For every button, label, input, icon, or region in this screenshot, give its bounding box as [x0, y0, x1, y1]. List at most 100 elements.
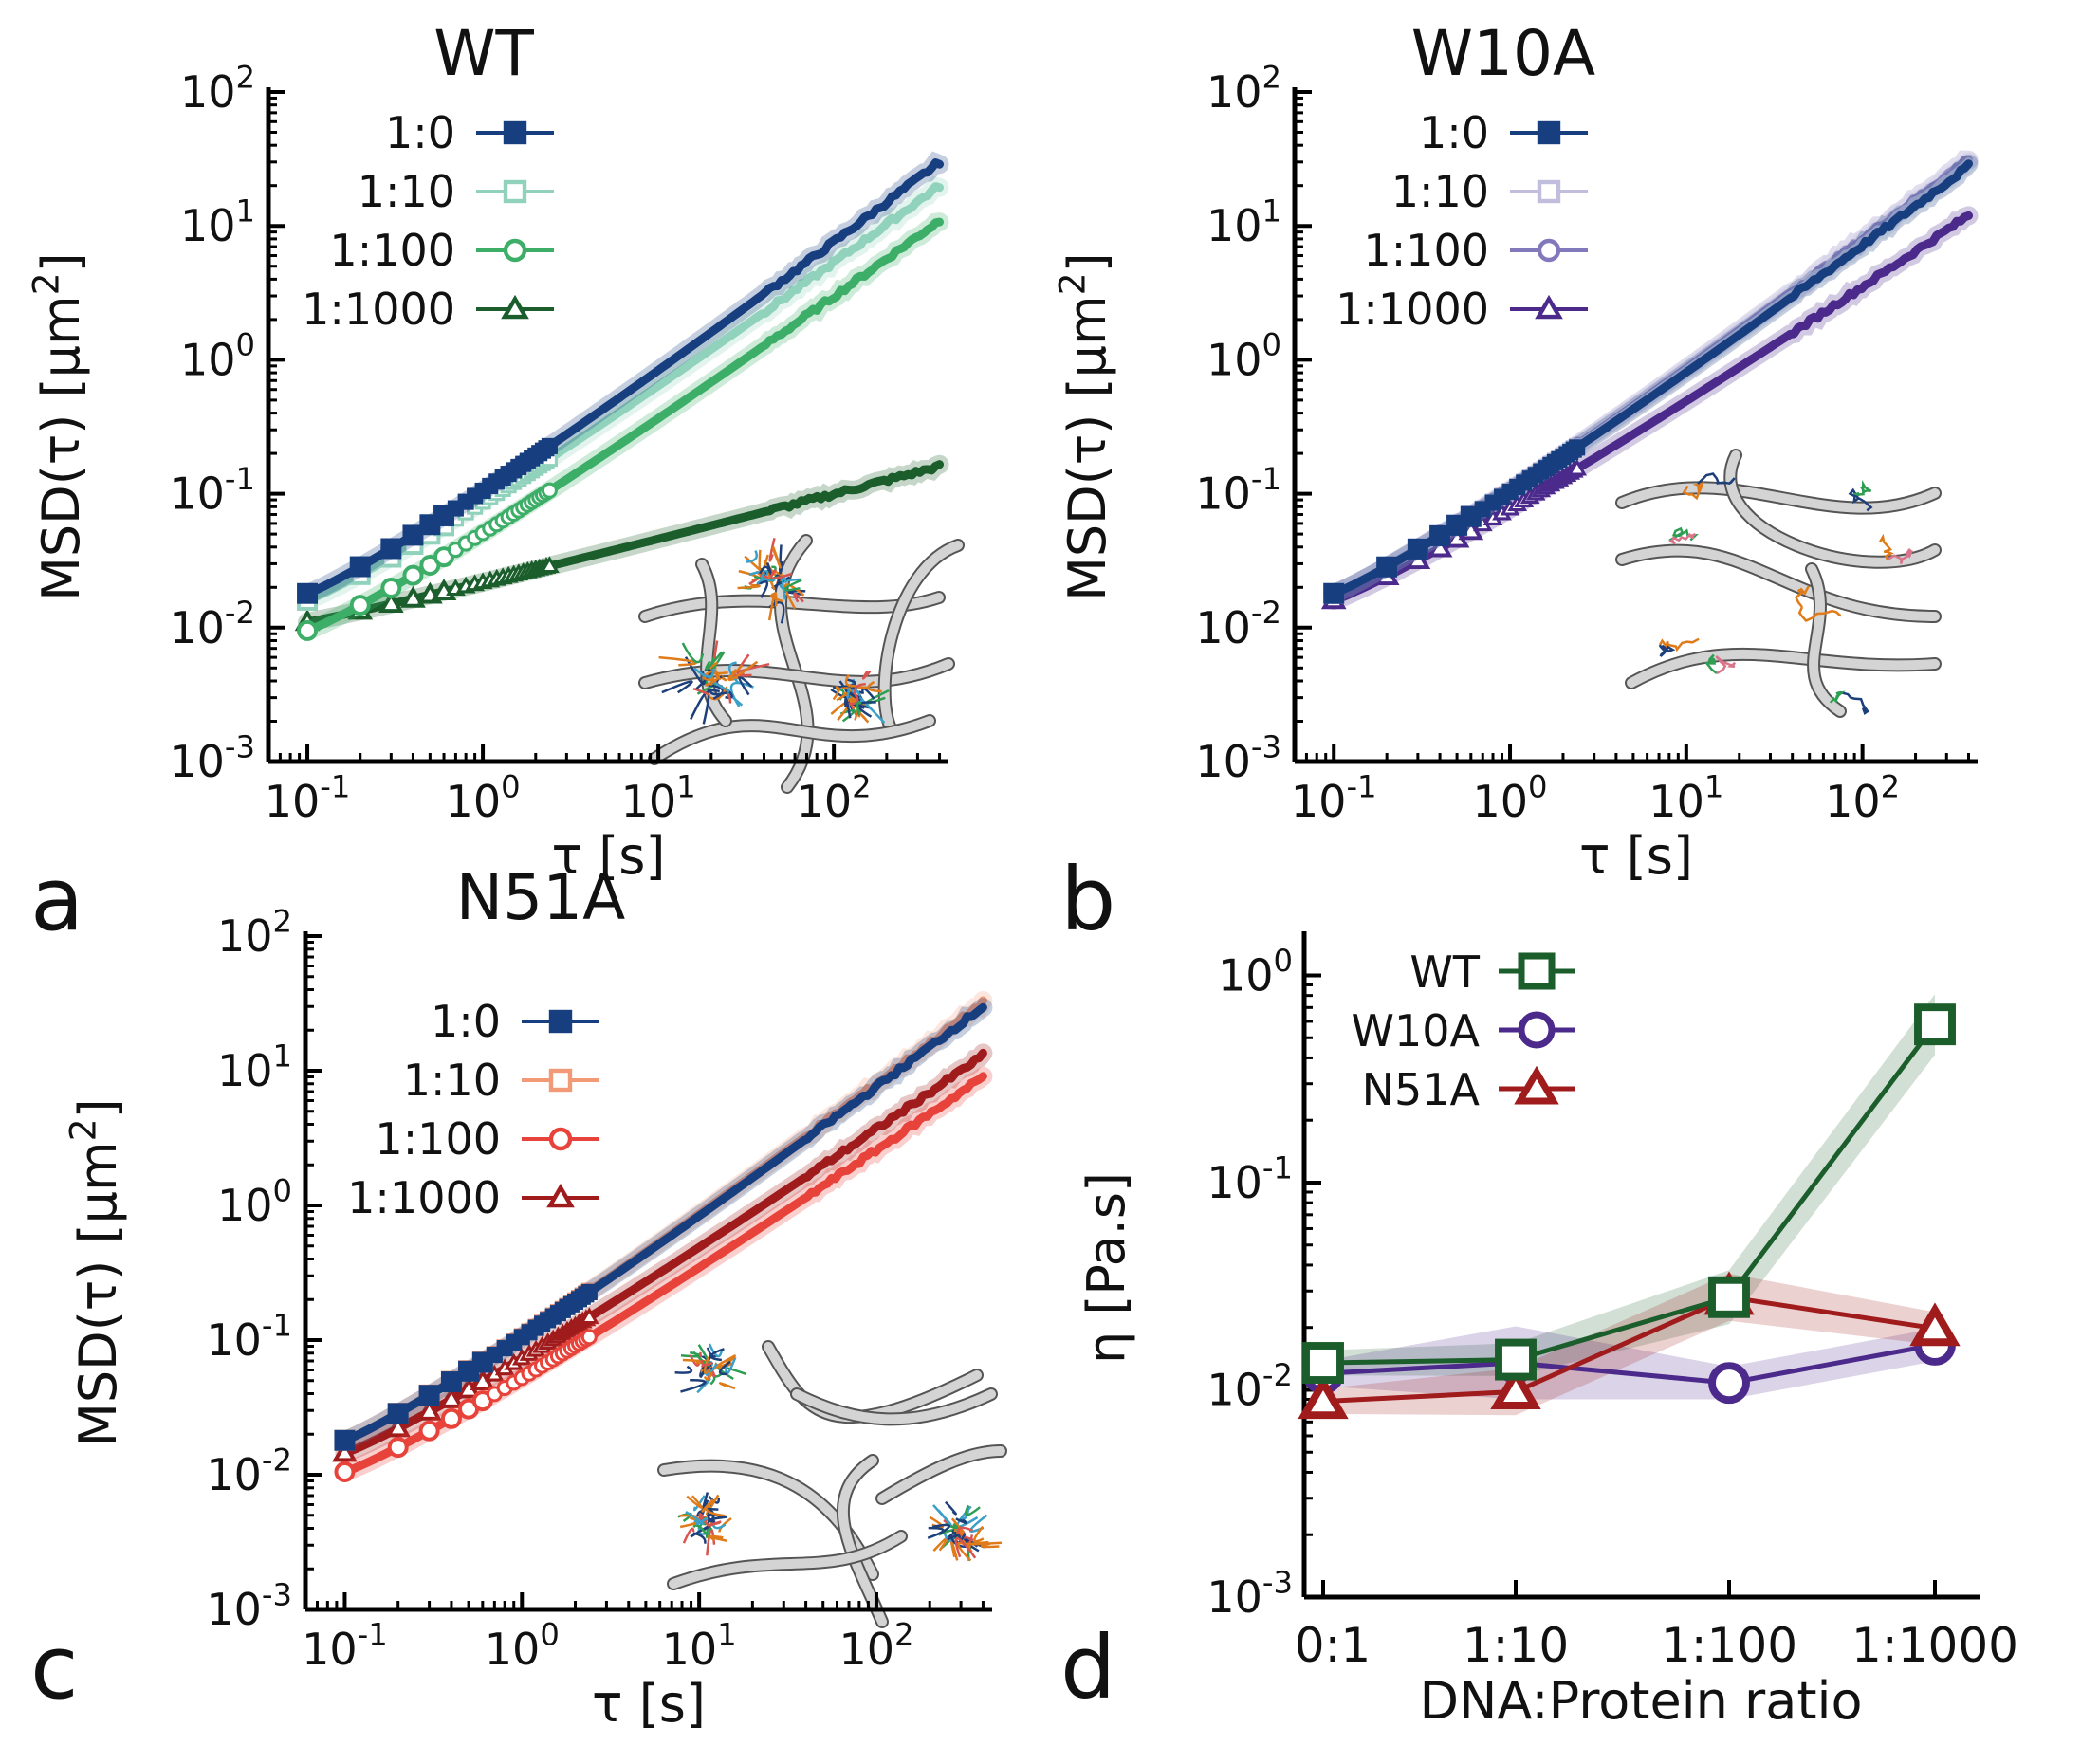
inset-protein-chain	[1682, 482, 1705, 501]
inset-protein-chain	[686, 1495, 703, 1510]
data-marker	[402, 524, 424, 546]
legend-label: 1:10	[358, 166, 455, 217]
inset-fiber	[650, 716, 934, 763]
legend-marker	[501, 294, 529, 320]
inset-protein-chain	[705, 1363, 718, 1376]
y-tick-label-base: 10	[1206, 334, 1262, 385]
legend-label: 1:0	[1419, 107, 1489, 158]
y-axis-label: MSD(τ) [μm2]	[1051, 252, 1117, 600]
y-tick-label: 10-3	[1206, 1564, 1293, 1623]
inset-protein-chain	[692, 688, 711, 697]
data-marker	[1909, 1302, 1961, 1347]
x-tick-label: 1:10	[1463, 1618, 1569, 1673]
y-tick-label: 102	[217, 903, 292, 962]
inset-protein-chain	[680, 1378, 707, 1393]
inset-protein-chain	[658, 655, 697, 667]
inset-protein-chain	[1852, 479, 1872, 496]
y-tick-label-exp: 1	[1262, 193, 1281, 230]
data-marker	[1427, 535, 1453, 558]
inset-protein-chain	[1878, 533, 1894, 560]
y-tick-label-exp: 2	[236, 59, 255, 95]
y-tick-label-exp: -2	[1251, 595, 1281, 631]
data-marker	[1567, 458, 1588, 476]
y-axis-label: MSD(τ) [μm2]	[25, 252, 91, 600]
x-tick-label-exp: 2	[1881, 768, 1900, 804]
inset-protein-chain	[759, 580, 769, 598]
inset-protein-chain	[708, 1343, 724, 1358]
series-1-1000	[294, 454, 949, 632]
inset-illustration	[657, 1340, 1007, 1628]
y-tick-label-exp: -3	[1251, 728, 1281, 764]
x-tick-label: 10-1	[265, 768, 351, 827]
inset-protein-chain	[705, 1500, 726, 1517]
legend-marker	[548, 1009, 573, 1034]
inset-protein-chain	[690, 690, 710, 725]
inset-protein-chain	[738, 675, 753, 696]
x-tick-label-base: 10	[302, 1624, 358, 1675]
x-tick-label-base: 10	[1473, 776, 1529, 827]
y-tick-label: 101	[217, 1038, 292, 1096]
y-axis-label-sup: 2	[25, 272, 66, 295]
inset-protein-chain	[1839, 690, 1869, 715]
inset-protein-chain	[844, 697, 852, 719]
data-marker	[541, 482, 558, 499]
inset-protein-chain	[769, 568, 793, 579]
y-tick-label-exp: -3	[225, 728, 255, 764]
x-tick-label-base: 10	[797, 776, 853, 827]
inset-protein-chain	[760, 572, 776, 582]
legend-label: 1:1000	[347, 1172, 501, 1223]
y-tick-label-base: 10	[217, 1180, 273, 1231]
series-error-band	[1323, 1273, 1935, 1416]
x-tick-label-base: 10	[1291, 776, 1347, 827]
legend-marker	[1535, 294, 1563, 320]
panel-label-d: d	[1060, 1617, 1115, 1718]
data-marker	[1376, 556, 1398, 578]
inset-protein-chain	[737, 583, 761, 590]
data-marker	[1407, 538, 1428, 560]
inset-fiber	[1617, 483, 1940, 513]
legend-marker	[1537, 238, 1561, 263]
data-marker	[378, 591, 404, 614]
inset-illustration	[1615, 449, 1942, 718]
y-axis-label-text: MSD(τ) [μm	[1058, 295, 1117, 600]
x-tick-label: 101	[1648, 768, 1723, 827]
inset-protein-chain	[830, 697, 854, 722]
legend-marker	[1518, 1011, 1556, 1049]
inset-protein-chain	[932, 1504, 952, 1526]
x-axis-label: τ [s]	[1579, 826, 1693, 886]
x-axis-label: τ [s]	[552, 826, 666, 886]
inset-protein-chain	[708, 1534, 727, 1542]
y-tick-label-base: 10	[1206, 1157, 1262, 1208]
y-tick-label-base: 10	[1195, 602, 1251, 653]
legend-marker	[1514, 1065, 1559, 1105]
inset-protein-chain	[718, 1382, 736, 1390]
data-marker	[380, 578, 402, 598]
inset-protein-chain	[856, 701, 862, 716]
x-tick-label-base: 10	[446, 776, 502, 827]
inset-protein-chain	[727, 661, 740, 684]
legend-label: N51A	[1362, 1064, 1481, 1115]
inset-protein-chain	[709, 1348, 725, 1362]
y-tick-label-base: 10	[169, 602, 225, 653]
data-marker	[418, 1385, 440, 1406]
x-tick-label-base: 10	[265, 776, 321, 827]
data-marker	[1298, 1375, 1349, 1420]
inset-protein-chain	[767, 592, 778, 621]
data-marker	[1302, 1342, 1344, 1384]
data-marker	[418, 1420, 440, 1442]
inset-protein-chain	[689, 1351, 702, 1367]
data-marker	[387, 1403, 409, 1424]
inset-protein-chain	[859, 697, 886, 724]
series-1-0	[334, 998, 993, 1451]
y-tick-label-base: 10	[1206, 66, 1262, 118]
x-tick-label-exp: 1	[717, 1616, 736, 1652]
series-1-100	[334, 1066, 993, 1482]
series-1-1000	[332, 1043, 993, 1463]
x-tick-label-base: 10	[838, 1624, 894, 1675]
inset-protein-chain	[692, 1495, 706, 1512]
data-marker	[540, 556, 560, 574]
inset-protein-chain	[1794, 585, 1811, 608]
series-1-1000	[1320, 206, 1979, 610]
y-tick-label: 100	[1218, 943, 1293, 1001]
y-tick-label: 10-1	[169, 461, 255, 520]
